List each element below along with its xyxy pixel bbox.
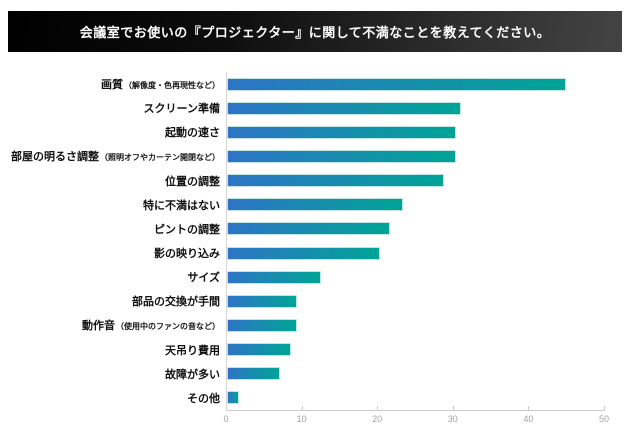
x-axis-tick bbox=[604, 406, 605, 410]
category-label: スクリーン準備 bbox=[0, 96, 220, 120]
bar bbox=[227, 246, 380, 260]
x-axis-tick bbox=[377, 406, 379, 410]
bar bbox=[227, 222, 391, 236]
category-label: 部屋の明るさ調整 （照明オフやカーテン開閉など） bbox=[0, 144, 220, 168]
category-label-text: 故障が多い bbox=[165, 368, 220, 381]
x-axis-tick bbox=[452, 406, 454, 410]
category-label-text: 起動の速さ bbox=[165, 127, 220, 140]
bar bbox=[227, 174, 444, 188]
category-label: サイズ bbox=[0, 265, 220, 289]
category-label-text: 画質 bbox=[101, 79, 123, 92]
category-label-text: ピントの調整 bbox=[154, 223, 220, 236]
x-axis-tick-label: 0 bbox=[223, 414, 229, 424]
x-axis-tick-label: 30 bbox=[447, 414, 458, 424]
bar bbox=[227, 343, 292, 357]
category-label-text: 動作音 bbox=[82, 320, 115, 333]
chart-title-banner: 会議室でお使いの『プロジェクター』に関して不満なことを教えてください。 bbox=[8, 11, 622, 52]
category-label-text: 部品の交換が手間 bbox=[132, 296, 220, 309]
bar bbox=[227, 198, 404, 212]
bar bbox=[227, 77, 567, 91]
category-label-text: 特に不満はない bbox=[143, 199, 220, 212]
bar bbox=[227, 294, 298, 308]
x-axis-tick bbox=[301, 406, 303, 410]
x-axis-tick-label: 20 bbox=[372, 414, 383, 424]
category-label: その他 bbox=[0, 386, 220, 410]
category-axis: 画質 （解像度・色再現性など） スクリーン準備起動の速さ部屋の明るさ調整 （照明オフや… bbox=[0, 72, 220, 410]
category-label-text: スクリーン準備 bbox=[143, 103, 220, 116]
category-label-text: その他 bbox=[187, 392, 220, 405]
x-axis-tick bbox=[528, 406, 530, 410]
category-label: 起動の速さ bbox=[0, 120, 220, 144]
x-axis-tick-label: 50 bbox=[598, 414, 610, 424]
bar bbox=[227, 150, 457, 163]
bar bbox=[227, 319, 298, 332]
x-axis-tick-label: 10 bbox=[296, 414, 307, 424]
bar bbox=[227, 101, 462, 115]
category-label: 動作音 （使用中のファンの音など） bbox=[0, 313, 220, 337]
category-label: 影の映り込み bbox=[0, 241, 220, 265]
category-label-note: （解像度・色再現性など） bbox=[124, 80, 220, 90]
bar bbox=[227, 270, 321, 284]
category-label: 位置の調整 bbox=[0, 169, 220, 193]
x-axis-tick-label: 40 bbox=[523, 414, 534, 424]
category-label: 故障が多い bbox=[0, 362, 220, 386]
category-label-note: （使用中のファンの音など） bbox=[116, 321, 220, 331]
category-label: ピントの調整 bbox=[0, 217, 220, 241]
chart-title: 会議室でお使いの『プロジェクター』に関して不満なことを教えてください。 bbox=[79, 25, 551, 40]
category-label-text: 位置の調整 bbox=[165, 175, 220, 188]
bar bbox=[227, 125, 457, 139]
category-label-text: サイズ bbox=[187, 272, 220, 285]
category-label-note: （照明オフやカーテン開閉など） bbox=[100, 152, 220, 162]
bar bbox=[227, 391, 240, 405]
category-label: 画質 （解像度・色再現性など） bbox=[0, 72, 220, 96]
category-label: 特に不満はない bbox=[0, 193, 220, 217]
category-label-text: 影の映り込み bbox=[154, 248, 220, 261]
category-label-text: 部屋の明るさ調整 bbox=[11, 151, 99, 164]
category-label: 部品の交換が手間 bbox=[0, 289, 220, 313]
plot-area bbox=[226, 72, 605, 411]
category-label-text: 天吊り費用 bbox=[165, 344, 220, 357]
category-label: 天吊り費用 bbox=[0, 338, 220, 362]
bar bbox=[227, 367, 280, 381]
